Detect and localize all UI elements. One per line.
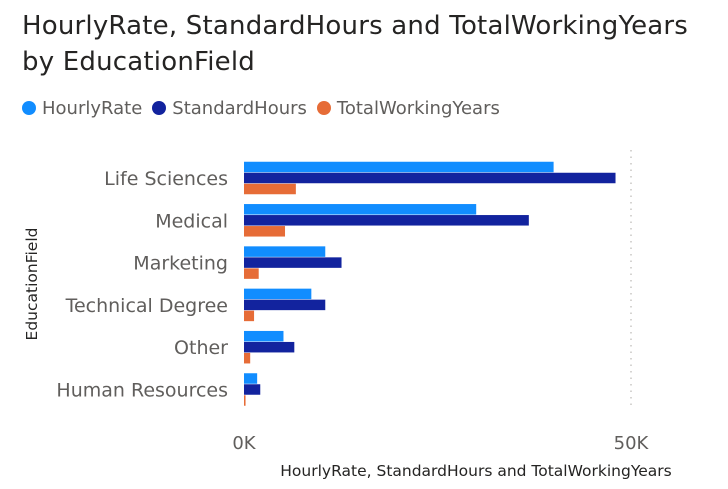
legend-marker bbox=[22, 101, 36, 115]
bar bbox=[244, 215, 529, 226]
x-tick-label: 50K bbox=[614, 433, 650, 454]
bar bbox=[244, 161, 554, 173]
bar bbox=[244, 172, 616, 184]
y-axis-title: EducationField bbox=[23, 228, 41, 341]
bar bbox=[244, 330, 284, 342]
category-label: Life Sciences bbox=[104, 168, 228, 190]
bar bbox=[244, 299, 326, 311]
legend-label: TotalWorkingYears bbox=[336, 97, 500, 119]
legend-item[interactable]: HourlyRate bbox=[22, 98, 142, 119]
bar bbox=[244, 373, 258, 384]
chart-title: HourlyRate, StandardHours and TotalWorki… bbox=[22, 11, 689, 77]
legend-item[interactable]: TotalWorkingYears bbox=[316, 97, 500, 119]
legend-marker bbox=[316, 101, 331, 115]
legend-marker bbox=[152, 101, 167, 115]
bar bbox=[244, 395, 246, 406]
bar bbox=[244, 257, 342, 268]
bar bbox=[244, 268, 259, 279]
category-label: Other bbox=[174, 337, 228, 359]
legend-label: StandardHours bbox=[172, 97, 307, 119]
bar bbox=[244, 384, 261, 395]
category-label: Technical Degree bbox=[65, 295, 228, 317]
bar bbox=[244, 246, 326, 257]
legend-label: HourlyRate bbox=[42, 97, 143, 119]
bar bbox=[244, 183, 296, 195]
bar bbox=[244, 226, 286, 237]
category-label: Medical bbox=[155, 210, 228, 232]
x-axis-title: HourlyRate, StandardHours and TotalWorki… bbox=[280, 462, 671, 480]
bar bbox=[244, 204, 477, 215]
category-label: Human Resources bbox=[56, 380, 228, 402]
bar bbox=[244, 341, 295, 353]
category-label: Marketing bbox=[133, 253, 228, 275]
bar bbox=[244, 310, 255, 322]
x-tick-label: 0K bbox=[232, 433, 256, 454]
legend: HourlyRate StandardHours TotalWorkingYears bbox=[22, 96, 510, 120]
bar bbox=[244, 352, 251, 364]
bar bbox=[244, 288, 312, 300]
legend-item[interactable]: StandardHours bbox=[152, 98, 307, 119]
